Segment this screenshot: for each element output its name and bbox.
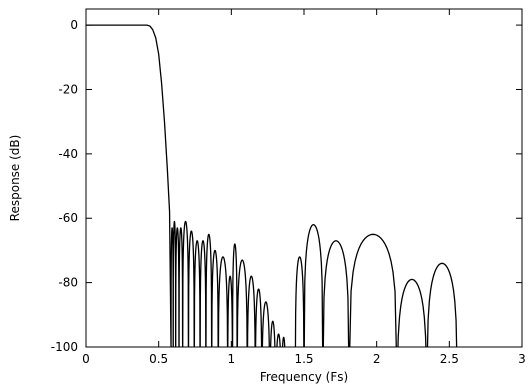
- y-tick-label: 0: [70, 18, 78, 32]
- x-axis-label: Frequency (Fs): [260, 370, 348, 384]
- y-tick-label: -80: [58, 276, 78, 290]
- y-tick-label: -60: [58, 211, 78, 225]
- x-tick-label: 1: [228, 352, 236, 366]
- x-tick-label: 0.5: [149, 352, 168, 366]
- y-tick-label: -20: [58, 82, 78, 96]
- y-tick-label: -100: [51, 340, 78, 354]
- x-tick-label: 2.5: [440, 352, 459, 366]
- plot-frame: [85, 8, 523, 348]
- response-curve: [86, 24, 458, 347]
- y-axis-label: Response (dB): [8, 135, 22, 222]
- tick-labels: 0 0.5 1 1.5 2 2.5 3 0 -20 -40 -60 -80 -100: [51, 18, 526, 366]
- x-tick-label: 3: [518, 352, 526, 366]
- axis-ticks: [85, 9, 523, 348]
- x-tick-label: 1.5: [294, 352, 313, 366]
- x-tick-label: 0: [82, 352, 90, 366]
- x-tick-label: 2: [373, 352, 381, 366]
- y-tick-label: -40: [58, 147, 78, 161]
